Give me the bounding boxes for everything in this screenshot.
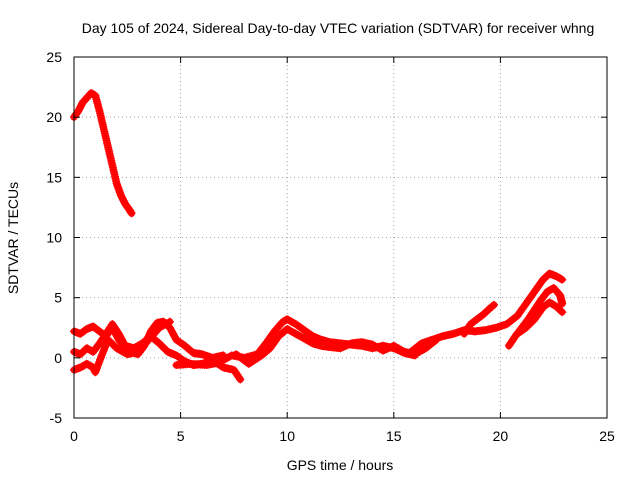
- x-tick-label: 25: [599, 428, 615, 444]
- y-tick-label: 10: [46, 230, 62, 246]
- data-point: [557, 307, 566, 316]
- data-point: [98, 349, 107, 358]
- x-tick-label: 5: [177, 428, 185, 444]
- y-tick-label: 0: [54, 350, 62, 366]
- data-point: [235, 374, 244, 383]
- x-tick-label: 10: [279, 428, 295, 444]
- data-point: [558, 308, 567, 317]
- x-tick-label: 0: [70, 428, 78, 444]
- y-tick-label: 5: [54, 290, 62, 306]
- data-point: [165, 317, 174, 326]
- plot-frame: [73, 56, 608, 419]
- chart-title: Day 105 of 2024, Sidereal Day-to-day VTE…: [82, 20, 595, 36]
- series-arc-1: [70, 89, 136, 218]
- data-point: [101, 341, 110, 350]
- series-arc-8: [460, 300, 499, 338]
- y-tick-label: 15: [46, 169, 62, 185]
- data-point: [97, 351, 106, 360]
- x-tick-label: 20: [493, 428, 509, 444]
- data-point: [100, 345, 109, 354]
- y-tick-label: 20: [46, 109, 62, 125]
- data-point: [490, 300, 499, 309]
- data-point: [99, 347, 108, 356]
- data-point: [556, 306, 565, 315]
- series-layer: [70, 89, 567, 384]
- data-point: [236, 375, 245, 384]
- y-tick-label: 25: [46, 49, 62, 65]
- series-arc-10: [513, 298, 567, 338]
- series-arc-6: [232, 324, 441, 368]
- series-arc-5: [172, 315, 420, 370]
- data-point: [127, 209, 136, 218]
- series-arc-4: [70, 317, 174, 377]
- data-point: [558, 275, 567, 284]
- series-arc-7: [406, 269, 567, 356]
- data-point: [100, 343, 109, 352]
- y-tick-label: -5: [50, 410, 63, 426]
- x-axis-label: GPS time / hours: [287, 457, 394, 473]
- grid: [74, 57, 607, 418]
- x-tick-label: 15: [386, 428, 402, 444]
- data-point: [558, 299, 567, 308]
- ticks: 0 5 10 15 20 25 -5 0 5 10 15 20 25: [46, 49, 615, 444]
- y-axis-label: SDTVAR / TECUs: [5, 182, 21, 294]
- data-point: [164, 318, 173, 327]
